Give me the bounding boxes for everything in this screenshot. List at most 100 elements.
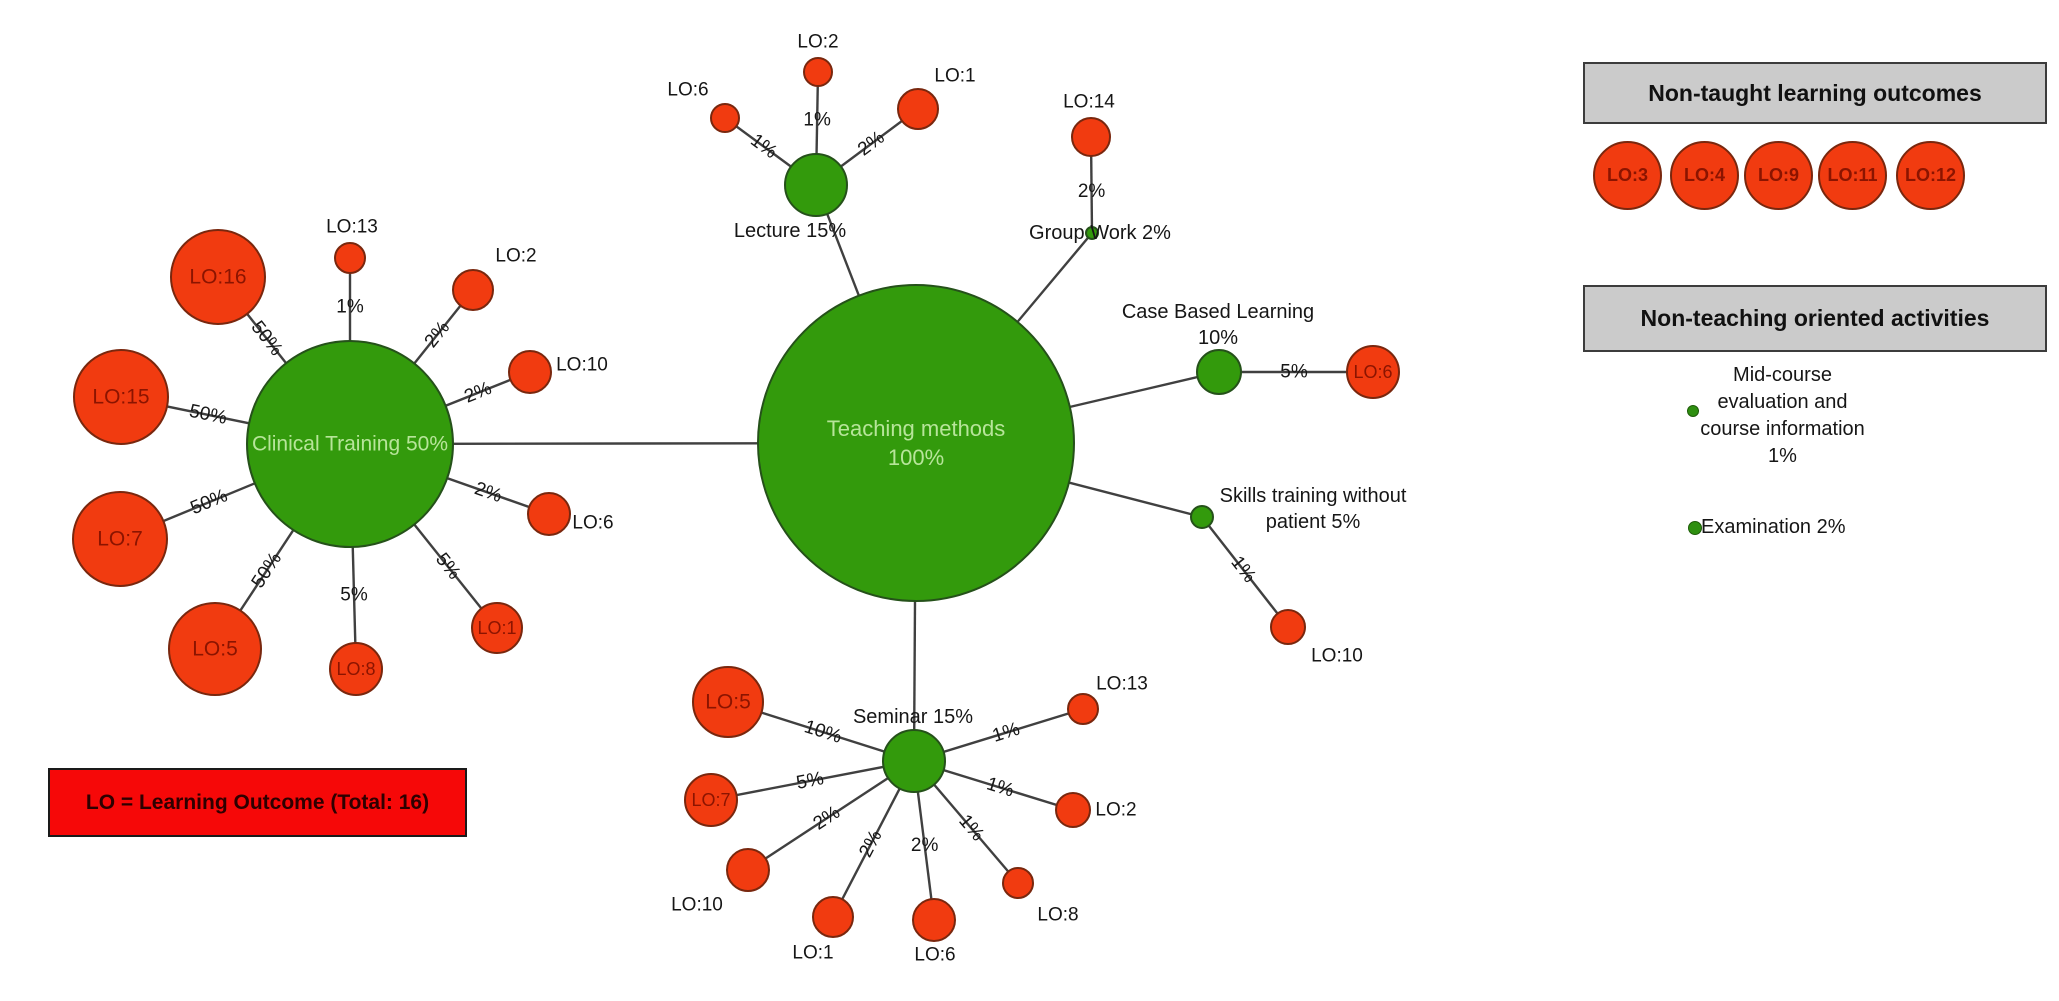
node-cli_lo16 [170, 229, 266, 325]
non-taught-outcome-1: LO:3 [1593, 141, 1662, 210]
edge-label-clinical-cli_lo5: 50% [248, 549, 287, 592]
edge-seminar-sem_lo7 [710, 759, 915, 802]
label-cli_lo15: LO:15 [92, 386, 149, 409]
label-cli_lo6: LO:6 [572, 513, 613, 534]
edge-label-clinical-cli_lo13: 1% [336, 297, 364, 318]
label-seminar: Seminar 15% [853, 706, 973, 728]
label-cli_lo5: LO:5 [192, 638, 238, 661]
label-cli_lo10: LO:10 [556, 355, 608, 376]
node-sem_lo7 [684, 773, 738, 827]
edge-label-lecture-lec_lo2: 1% [803, 110, 831, 131]
edge-label-seminar-sem_lo10: 2% [810, 802, 845, 835]
label-cli_lo7: LO:7 [97, 528, 143, 551]
node-sem_lo2 [1055, 792, 1091, 828]
node-skl_lo10 [1270, 609, 1306, 645]
node-sem_lo8 [1002, 867, 1034, 899]
node-sem_lo1 [812, 896, 854, 938]
edge-label-clinical-cli_lo16: 50% [247, 317, 287, 360]
edge-label-groupwork-lo14: 2% [1078, 181, 1106, 202]
node-sem_lo5 [692, 666, 764, 738]
edge-label-clinical-cli_lo2: 2% [421, 317, 455, 352]
label-lec_lo6: LO:6 [667, 80, 708, 101]
edge-label-seminar-sem_lo2: 1% [984, 773, 1017, 801]
node-cli_lo15 [73, 349, 169, 445]
node-lecture [784, 153, 848, 217]
panel-header-non-teaching: Non-teaching oriented activities [1583, 285, 2047, 352]
node-lo14 [1071, 117, 1111, 157]
panel-header-non-taught: Non-taught learning outcomes [1583, 62, 2047, 124]
node-sem_lo13 [1067, 693, 1099, 725]
label-lecture: Lecture 15% [734, 220, 847, 242]
label-cli_lo8: LO:8 [336, 659, 375, 679]
label-sem_lo8: LO:8 [1037, 905, 1078, 926]
edge-label-clinical-cli_lo15: 50% [187, 401, 229, 429]
panel-title: Non-taught learning outcomes [1648, 79, 1982, 106]
edge-label-clinical-cli_lo1: 5% [431, 549, 465, 584]
edge-label-seminar-sem_lo13: 1% [990, 719, 1023, 747]
node-cbl_lo6 [1346, 345, 1400, 399]
node-sem_lo10 [726, 848, 770, 892]
node-seminar [882, 729, 946, 793]
edge-label-seminar-sem_lo5: 10% [802, 716, 845, 748]
non-taught-outcome-3: LO:9 [1744, 141, 1813, 210]
label-sem_lo10: LO:10 [671, 895, 723, 916]
edge-label-lecture-lec_lo6: 1% [746, 130, 781, 163]
green-dot-icon [1688, 521, 1702, 535]
node-cli_lo8 [329, 642, 383, 696]
node-cli_lo7 [72, 491, 168, 587]
label-skills: Skills training without [1220, 485, 1407, 507]
green-dot-icon [1687, 405, 1699, 417]
edge-label-lecture-lec_lo1: 2% [854, 127, 889, 160]
node-lec_lo6 [710, 103, 740, 133]
label-lo14: LO:14 [1063, 92, 1115, 113]
label-sem_lo2: LO:2 [1095, 800, 1136, 821]
edge-skills-skl_lo10 [1201, 516, 1289, 628]
non-taught-outcome-4: LO:11 [1818, 141, 1887, 210]
non-taught-outcome-5: LO:12 [1896, 141, 1965, 210]
edge-label-clinical-cli_lo6: 2% [472, 478, 505, 507]
edge-label-clinical-cli_lo8: 5% [340, 584, 368, 605]
label-groupwork: Group Work 2% [1029, 222, 1171, 244]
node-cli_lo10 [508, 350, 552, 394]
node-groupwork [1085, 226, 1099, 240]
label-cli_lo13: LO:13 [326, 217, 378, 238]
node-cli_lo5 [168, 602, 262, 696]
non-taught-outcome-2: LO:4 [1670, 141, 1739, 210]
label-skl_lo10: LO:10 [1311, 646, 1363, 667]
node-sem_lo6 [912, 898, 956, 942]
label-sem_lo13: LO:13 [1096, 674, 1148, 695]
label-sem_lo1: LO:1 [792, 943, 833, 964]
label-sem_lo6: LO:6 [914, 945, 955, 966]
node-skills [1190, 505, 1214, 529]
edge-label-clinical-cli_lo10: 2% [461, 378, 494, 408]
node-cli_lo1 [471, 602, 523, 654]
non-teaching-item-midcourse: Mid-course evaluation and course informa… [1700, 364, 1865, 467]
label-sem_lo5: LO:5 [705, 691, 751, 714]
legend-box: LO = Learning Outcome (Total: 16) [48, 768, 467, 837]
legend-text: LO = Learning Outcome (Total: 16) [85, 790, 430, 814]
label-teaching: 100% [888, 445, 944, 470]
panel-title: Non-teaching oriented activities [1640, 305, 1990, 331]
label-lec_lo2: LO:2 [797, 32, 838, 53]
node-cbl [1196, 349, 1242, 395]
label-cbl: Case Based Learning [1122, 301, 1314, 323]
edge-label-cbl-cbl_lo6: 5% [1280, 362, 1308, 383]
label-lec_lo1: LO:1 [934, 66, 975, 87]
label-cbl_lo6: LO:6 [1353, 362, 1392, 382]
label-cli_lo2: LO:2 [495, 246, 536, 267]
edge-seminar-sem_lo10 [747, 759, 915, 872]
label-teaching: Teaching methods [827, 416, 1006, 441]
node-lec_lo2 [803, 57, 833, 87]
edge-label-seminar-sem_lo1: 2% [855, 827, 886, 861]
label-cbl: 10% [1198, 327, 1238, 349]
node-lec_lo1 [897, 88, 939, 130]
node-cli_lo13 [334, 242, 366, 274]
node-teaching [757, 284, 1075, 602]
node-clinical [246, 340, 454, 548]
edge-label-seminar-sem_lo6: 2% [911, 835, 939, 856]
edge-label-clinical-cli_lo7: 50% [188, 485, 231, 519]
label-skills: patient 5% [1266, 511, 1361, 533]
label-cli_lo16: LO:16 [189, 266, 246, 289]
